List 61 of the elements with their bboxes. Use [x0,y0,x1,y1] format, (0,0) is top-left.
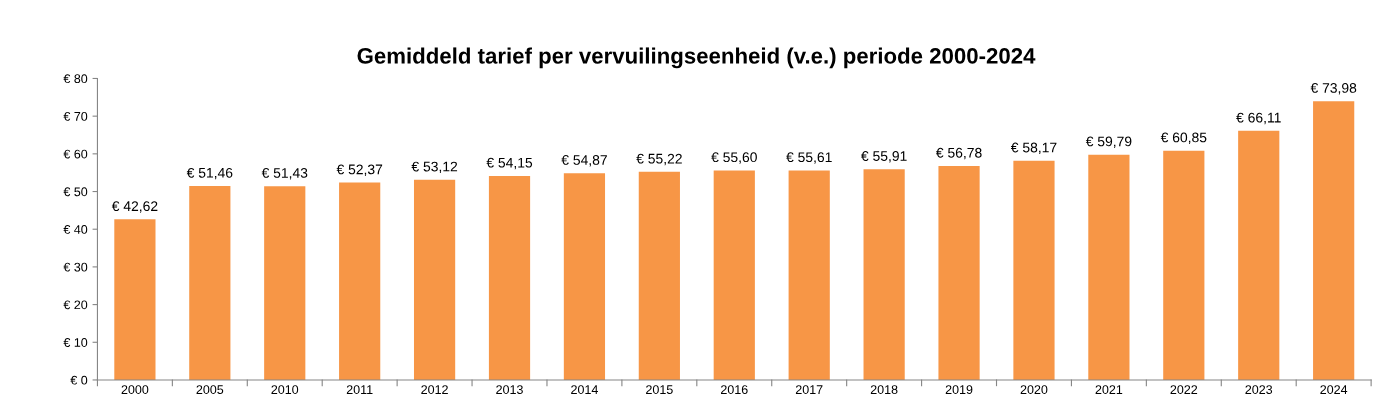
data-label: € 58,17 [1010,142,1057,155]
y-tick-label: € 40 [63,225,88,234]
data-label: € 55,61 [786,152,832,164]
bar [713,170,755,380]
x-tick-label: 2015 [646,385,673,394]
bar [1013,160,1055,380]
x-tick-label: 2013 [496,385,523,394]
data-label: € 54,87 [561,155,607,167]
bar [1163,150,1205,380]
y-tick-label: € 60 [63,149,88,159]
data-label: € 52,37 [336,164,383,176]
x-tick-label: 2021 [1095,385,1123,394]
x-tick-label: 2018 [870,385,898,394]
x-tick-label: 2011 [346,385,373,394]
chart-title: Gemiddeld tarief per vervuilingseenheid (v.e.) periode 2000-2024 [357,47,1036,69]
bar [339,182,381,380]
x-tick-label: 2022 [1170,385,1198,394]
bar [1313,101,1355,380]
bar [563,173,606,380]
x-tick-label: 2000 [121,385,149,394]
data-label: € 54,15 [486,157,533,170]
x-tick-label: 2023 [1245,385,1273,394]
x-tick-label: 2012 [421,385,448,394]
data-label: € 53,12 [411,161,458,174]
data-label: € 66,11 [1236,112,1281,125]
y-tick-label: € 30 [63,262,88,272]
x-tick-label: 2019 [945,385,973,394]
bar [638,171,680,380]
y-tick-label: € 70 [63,111,88,121]
data-label: € 56,78 [935,147,982,160]
bar [413,179,456,380]
bar [264,186,306,380]
x-tick-label: 2016 [721,385,748,394]
data-label: € 59,79 [1085,136,1132,148]
x-tick-label: 2017 [795,385,823,394]
bar [488,175,531,380]
data-label: € 51,46 [186,167,233,180]
x-tick-label: 2020 [1020,385,1048,394]
bar [863,169,905,380]
data-label: € 55,91 [861,151,907,163]
y-tick-label: € 0 [70,375,88,385]
y-tick-label: € 20 [63,300,88,310]
data-label: € 73,98 [1310,83,1357,95]
y-tick-label: € 10 [63,338,88,347]
data-label: € 60,85 [1160,132,1207,144]
data-label: € 51,43 [261,168,308,180]
data-label: € 42,62 [111,201,158,213]
x-tick-label: 2005 [196,385,224,394]
bar [114,219,156,380]
bar [1238,130,1280,380]
x-tick-label: 2010 [271,385,299,394]
y-tick-label: € 50 [63,187,88,197]
bar [938,165,980,380]
bar [788,170,830,380]
x-tick-label: 2024 [1320,385,1348,394]
data-label: € 55,60 [711,152,757,164]
y-tick-label: € 80 [63,74,88,84]
data-label: € 55,22 [636,153,682,166]
bar [189,186,231,380]
x-tick-label: 2014 [571,385,598,394]
bar [1088,154,1130,380]
